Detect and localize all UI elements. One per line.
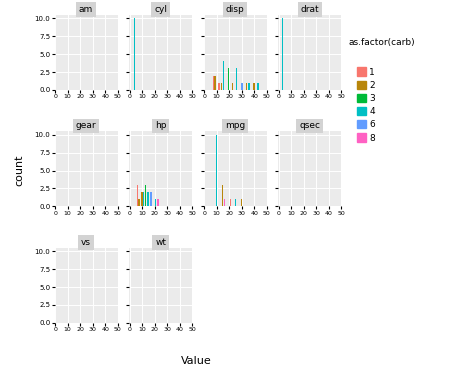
Title: am: am: [79, 5, 93, 14]
Bar: [223, 61, 224, 90]
Bar: [221, 83, 222, 90]
Bar: [155, 199, 156, 206]
Bar: [216, 135, 217, 206]
Title: mpg: mpg: [225, 121, 245, 131]
Title: cyl: cyl: [154, 5, 167, 14]
Bar: [138, 199, 140, 206]
Bar: [222, 185, 223, 206]
Title: qsec: qsec: [299, 121, 320, 131]
Bar: [157, 199, 159, 206]
Bar: [248, 83, 250, 90]
Bar: [141, 192, 143, 206]
Bar: [214, 76, 216, 90]
Legend: 1, 2, 3, 4, 6, 8: 1, 2, 3, 4, 6, 8: [353, 64, 379, 146]
Text: as.factor(carb): as.factor(carb): [348, 37, 415, 46]
Title: disp: disp: [226, 5, 245, 14]
Bar: [230, 199, 231, 206]
Bar: [147, 192, 149, 206]
Bar: [228, 69, 229, 90]
Bar: [254, 83, 255, 90]
Title: hp: hp: [155, 121, 166, 131]
Bar: [213, 76, 214, 90]
Title: gear: gear: [76, 121, 96, 131]
Bar: [224, 199, 225, 206]
Bar: [235, 199, 236, 206]
Bar: [241, 83, 243, 90]
Bar: [143, 192, 144, 206]
Bar: [236, 69, 237, 90]
Bar: [219, 83, 220, 90]
Text: count: count: [14, 155, 24, 186]
Title: wt: wt: [155, 238, 166, 247]
Bar: [137, 185, 138, 206]
Title: drat: drat: [301, 5, 319, 14]
Title: vs: vs: [81, 238, 91, 247]
Bar: [150, 192, 152, 206]
Bar: [257, 83, 259, 90]
Bar: [232, 83, 233, 90]
Bar: [145, 185, 146, 206]
Text: Value: Value: [182, 355, 212, 365]
Bar: [241, 199, 242, 206]
Bar: [246, 83, 247, 90]
